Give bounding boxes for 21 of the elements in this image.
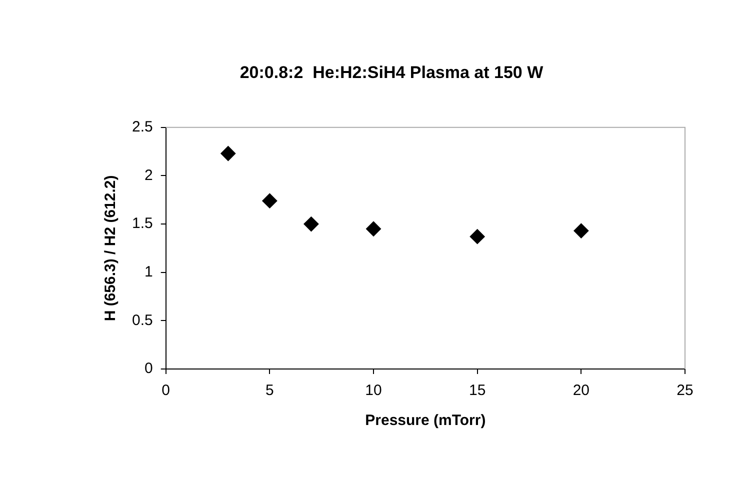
x-tick-label: 25 xyxy=(676,382,694,400)
point xyxy=(304,216,319,232)
x-tick-label: 5 xyxy=(266,382,274,400)
point xyxy=(366,221,382,236)
x-tick-label: 20 xyxy=(572,382,590,400)
point xyxy=(262,193,278,208)
y-tick-label: 1 xyxy=(144,264,153,280)
x-axis-title: Pressure (mTorr) xyxy=(365,412,486,430)
chart-title: 20:0.8:2 He:H2:SiH4 Plasma at 150 W xyxy=(240,62,544,82)
y-tick-label: 2 xyxy=(144,166,153,184)
point xyxy=(574,223,589,238)
y-axis-title: H (656.3) / H2 (612.2) xyxy=(102,175,120,322)
x-tick-label: 0 xyxy=(162,382,170,400)
point xyxy=(220,146,236,161)
point xyxy=(470,229,485,244)
y-tick-label: 0 xyxy=(144,360,153,378)
y-tick-label: 0.5 xyxy=(132,312,153,329)
x-tick-label: 10 xyxy=(365,382,382,400)
y-tick-label: 1.5 xyxy=(132,215,153,232)
y-tick-label: 2.5 xyxy=(132,118,153,136)
x-tick-label: 15 xyxy=(468,382,486,400)
